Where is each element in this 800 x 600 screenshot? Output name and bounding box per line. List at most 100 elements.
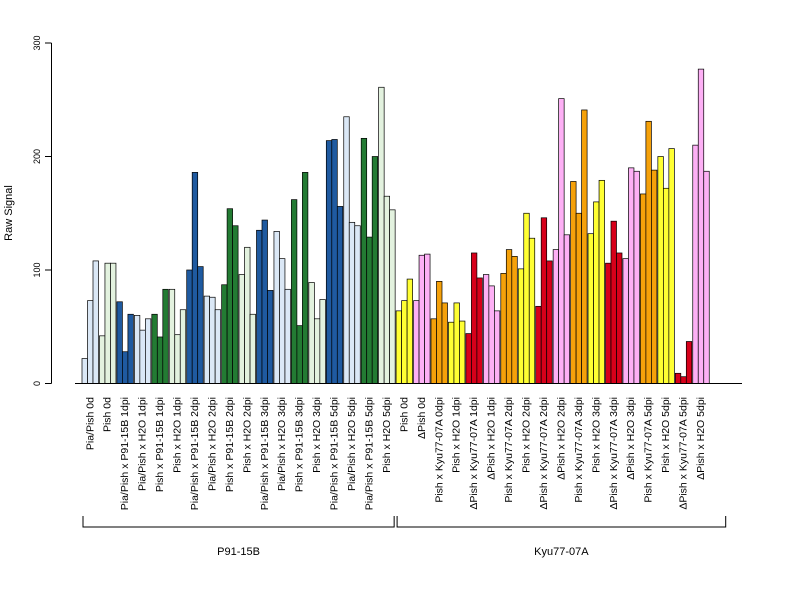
x-tick-label: ΔPish x H2O 2dpi (555, 397, 567, 480)
bar (657, 156, 664, 384)
bar (471, 252, 478, 384)
x-tick-label: Pish x H2O 2dpi (521, 397, 533, 473)
x-tick-label: Pish x H2O 5dpi (381, 397, 393, 473)
bar (156, 336, 164, 384)
bar (692, 144, 699, 384)
bar (685, 341, 693, 384)
x-tick-label: ΔPish x H2O 1dpi (486, 397, 498, 480)
x-tick-label: Pia/Pish 0d (84, 397, 96, 450)
bar (256, 229, 263, 384)
bar (168, 288, 176, 384)
y-axis-label: Raw Signal (3, 185, 15, 241)
bar (174, 334, 181, 384)
bar (622, 258, 629, 384)
bar (221, 284, 228, 384)
bar (517, 268, 525, 384)
bar (674, 372, 682, 384)
bar (291, 199, 298, 384)
x-tick-label: ΔPish x H2O 5dpi (695, 397, 707, 480)
x-tick-label: Pia/Pish x P91-15B 5dpi (363, 397, 375, 510)
bar (197, 266, 204, 384)
x-tick-label: Pia/Pish x P91-15B 2dpi (189, 397, 201, 510)
bar (436, 281, 443, 384)
bar (214, 309, 221, 384)
bar (162, 288, 169, 384)
bar (563, 234, 571, 384)
bar (191, 172, 199, 384)
bar (261, 219, 268, 384)
bar (406, 278, 413, 384)
x-tick-label: Pish x H2O 3dpi (590, 397, 602, 473)
x-tick-label: Pish x H2O 1dpi (172, 397, 184, 473)
bar (302, 172, 309, 384)
bar (104, 262, 111, 384)
bar (308, 282, 315, 384)
bar (127, 313, 134, 384)
bar (238, 274, 245, 384)
x-tick-label: Pia/Pish x H2O 5dpi (346, 397, 358, 491)
bar (680, 376, 687, 384)
y-axis: 0 100 200 300 (32, 35, 52, 386)
bar (505, 249, 513, 384)
y-tick-label: 0 (32, 381, 42, 386)
bar (134, 315, 141, 384)
group-bracket (396, 516, 727, 528)
y-tick-label: 300 (32, 35, 42, 50)
bar (598, 179, 605, 384)
bar (203, 295, 210, 384)
bar (605, 262, 612, 384)
x-tick-label: Pia/Pish x H2O 1dpi (137, 397, 149, 491)
bar (645, 120, 652, 384)
bar (500, 273, 507, 384)
bars (81, 68, 710, 384)
bar (267, 290, 274, 384)
x-tick-label: Pish x H2O 3dpi (311, 397, 323, 473)
bar (546, 260, 553, 384)
bar (244, 246, 251, 384)
bar (459, 320, 466, 384)
bar (325, 140, 333, 384)
bar (570, 181, 577, 384)
bar (371, 156, 379, 384)
bar (354, 225, 361, 384)
bar (575, 212, 582, 384)
x-tick-label: ΔPish x Kyu77-07A 5dpi (678, 397, 690, 510)
x-tick-label: ΔPish 0d (416, 397, 428, 439)
x-tick-label: ΔPish x H2O 3dpi (625, 397, 637, 480)
x-tick-label: Pish 0d (102, 397, 114, 432)
bar (366, 236, 373, 384)
bar (179, 309, 187, 384)
bar (703, 170, 710, 384)
bar (273, 231, 280, 384)
group-brackets: P91-15B Kyu77-07A (82, 516, 727, 558)
x-tick-label: Pish x Kyu77-07A 3dpi (573, 397, 585, 503)
bar (99, 335, 106, 384)
bar (284, 288, 291, 384)
x-tick-label: Pish x P91-15B 2dpi (224, 397, 236, 492)
x-tick-labels: Pia/Pish 0d Pish 0d Pia/Pish x P91-15B 1dp… (84, 397, 707, 510)
x-tick-label: ΔPish x Kyu77-07A 2dpi (538, 397, 550, 510)
bar (331, 139, 338, 384)
bar (395, 310, 402, 384)
bar (139, 329, 146, 384)
x-tick-label: Pish x P91-15B 3dpi (294, 397, 306, 492)
bar (413, 300, 420, 384)
bar (558, 98, 565, 384)
bar (453, 302, 460, 384)
bar (249, 313, 256, 384)
bar (314, 318, 321, 384)
bar (593, 201, 600, 384)
x-tick-label: Pish x H2O 5dpi (660, 397, 672, 473)
bar (418, 254, 425, 384)
bar (640, 193, 647, 384)
x-tick-label: Pish x H2O 1dpi (451, 397, 463, 473)
bar (528, 237, 536, 384)
bar (494, 310, 501, 384)
x-tick-label: Pish x Kyu77-07A 0dpi (433, 397, 445, 503)
bar (348, 221, 356, 384)
y-tick-label: 200 (32, 149, 42, 164)
y-tick-label: 100 (32, 262, 42, 277)
bar (430, 318, 437, 384)
bar (116, 301, 123, 384)
